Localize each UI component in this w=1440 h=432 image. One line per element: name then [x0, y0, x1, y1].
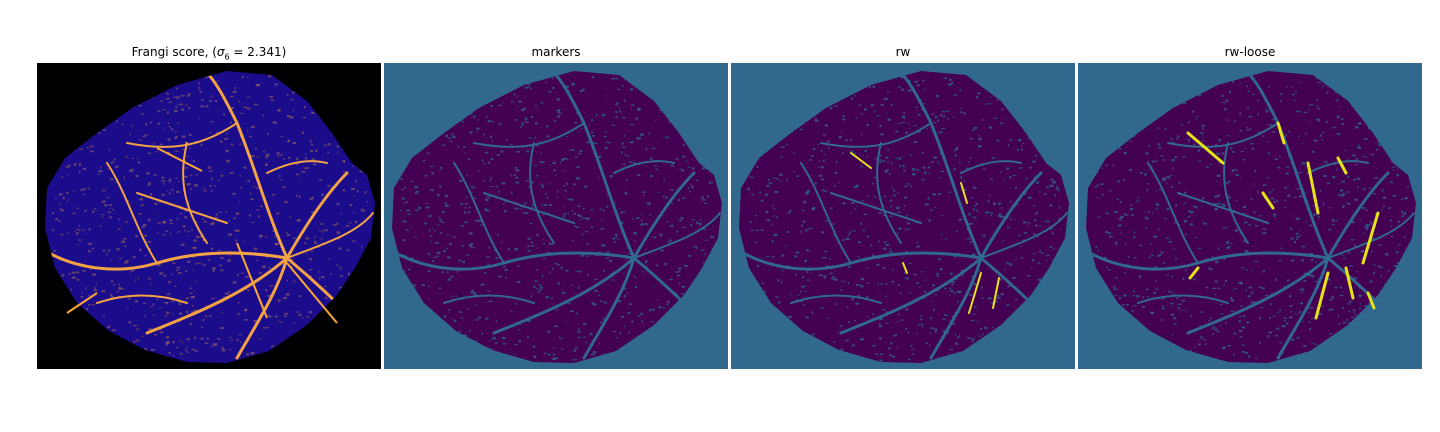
vessel-path	[633, 212, 721, 259]
segmented-vessel-highlight	[1366, 291, 1376, 310]
segmented-vessel-highlight	[1186, 131, 1225, 165]
segmented-vessel-highlight	[992, 277, 1000, 309]
vessel-path	[1327, 212, 1415, 259]
vessel-path	[285, 171, 349, 260]
vessel-path	[529, 142, 555, 244]
markers-image	[384, 63, 728, 369]
high-score-vessel	[66, 292, 98, 314]
rw-loose-panel-title: rw-loose	[1224, 45, 1276, 59]
segmented-vessel-highlight	[850, 152, 872, 169]
vessel-path	[552, 71, 636, 260]
frangi-score-image	[37, 63, 381, 369]
vessel-path	[632, 171, 696, 260]
vessel-path	[960, 160, 1022, 174]
rw-panel-title: rw	[895, 45, 911, 59]
vessel-path	[453, 162, 505, 264]
vessel-path	[443, 294, 535, 304]
segmented-vessel-highlight	[902, 262, 908, 274]
segmented-vessel-highlight	[1314, 271, 1330, 320]
vessel-path	[1307, 160, 1369, 174]
vessel-path	[1186, 256, 1330, 335]
vessel-path	[1147, 162, 1199, 264]
vessel-path	[145, 256, 289, 335]
vessel-path	[582, 256, 636, 360]
segmented-vessel-highlight	[1336, 156, 1348, 175]
rw-image	[731, 63, 1075, 369]
segmented-vessel-highlight	[1188, 266, 1200, 280]
high-score-vessel	[156, 147, 203, 172]
segmented-vessel-highlight	[1361, 211, 1380, 265]
frangi-panel-title: Frangi score, (σ6 = 2.341)	[131, 45, 287, 62]
vessel-path	[980, 212, 1068, 259]
vessel-path	[205, 71, 289, 260]
vessel-path	[235, 256, 289, 360]
vessel-path	[1276, 256, 1330, 360]
vessel-path	[979, 171, 1043, 260]
vessel-path	[929, 256, 983, 360]
segmented-vessel-highlight	[960, 182, 968, 204]
vessel-path	[182, 142, 208, 244]
segmented-vessel-highlight	[1276, 121, 1286, 145]
vessel-path	[96, 294, 188, 304]
vessel-path	[800, 162, 852, 264]
vessel-path	[1167, 122, 1279, 148]
vessel-path	[136, 192, 228, 224]
vessel-path	[1223, 142, 1249, 244]
vessel-path	[820, 122, 932, 148]
vessel-path	[106, 162, 158, 264]
vessel-path	[1137, 294, 1229, 304]
vessel-path	[1326, 171, 1390, 260]
vessel-path	[876, 142, 902, 244]
high-score-vessel	[236, 242, 268, 319]
vessel-path	[492, 256, 636, 335]
vessel-path	[266, 160, 328, 174]
segmented-vessel-highlight	[1306, 161, 1320, 215]
vessel-path	[899, 71, 983, 260]
vessel-path	[613, 160, 675, 174]
segmented-vessel-highlight	[1261, 191, 1275, 210]
markers-panel-title: markers	[531, 45, 581, 59]
vessel-path	[1177, 192, 1269, 224]
high-score-vessel	[286, 262, 338, 324]
vessel-path	[286, 212, 374, 259]
rw-loose-image	[1078, 63, 1422, 369]
vessel-path	[473, 122, 585, 148]
vessel-path	[839, 256, 983, 335]
vessel-path	[790, 294, 882, 304]
vessel-path	[126, 122, 238, 148]
segmented-vessel-highlight	[1344, 266, 1355, 300]
segmented-vessel-highlight	[968, 272, 982, 314]
vessel-path	[483, 192, 575, 224]
vessel-path	[830, 192, 922, 224]
